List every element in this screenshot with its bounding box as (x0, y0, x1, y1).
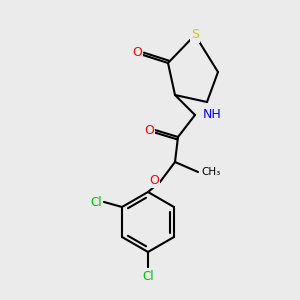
Text: CH₃: CH₃ (201, 167, 220, 177)
Text: Cl: Cl (142, 269, 154, 283)
Text: NH: NH (203, 109, 222, 122)
Text: O: O (132, 46, 142, 59)
Text: O: O (144, 124, 154, 136)
Text: Cl: Cl (90, 196, 102, 208)
Text: S: S (191, 28, 199, 41)
Text: O: O (149, 173, 159, 187)
